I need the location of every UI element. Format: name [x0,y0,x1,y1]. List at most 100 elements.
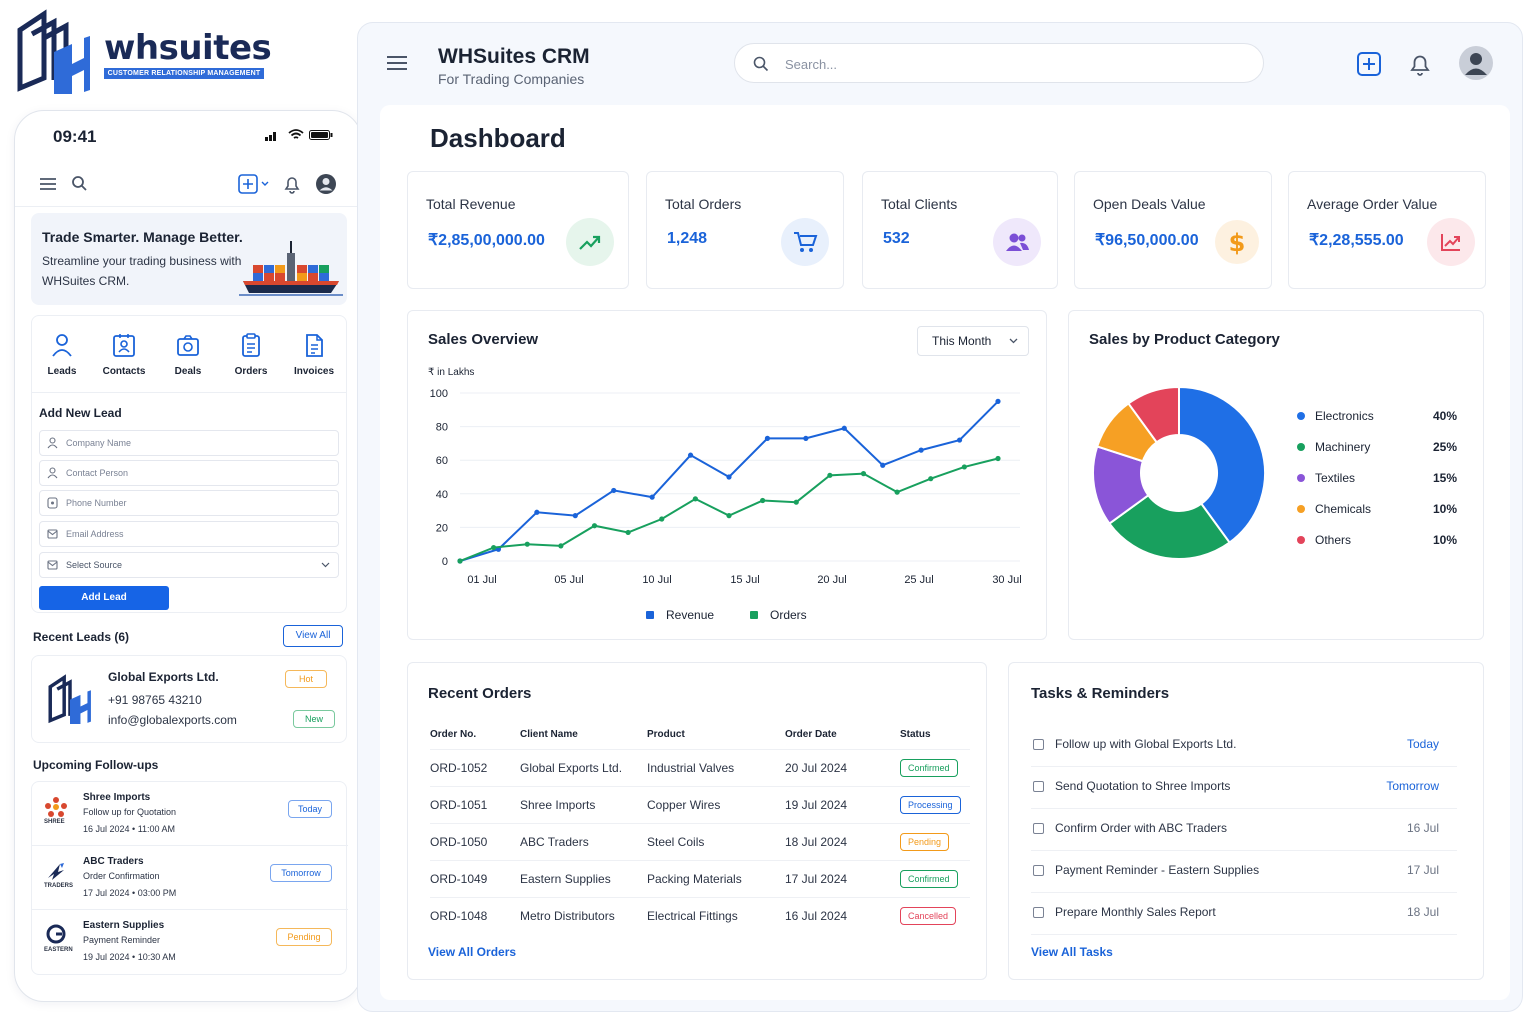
table-cell: 20 Jul 2024 [785,748,900,786]
legend-swatch [750,611,758,619]
company-name-field[interactable]: Company Name [39,430,339,456]
x-tick-label: 20 Jul [817,574,846,586]
task-text: Send Quotation to Shree Imports [1055,779,1231,793]
task-item[interactable]: Prepare Monthly Sales Report 18 Jul [1031,893,1457,935]
table-cell: ORD-1050 [430,822,520,860]
avatar[interactable] [315,173,337,195]
kpi-card-total-orders[interactable]: Total Orders 1,248 [646,171,844,289]
dollar-icon: $ [1229,229,1246,256]
search-input[interactable]: Search... [734,43,1264,83]
table-row[interactable]: ORD-1052 Global Exports Ltd. Industrial Va… [430,748,970,786]
table-row[interactable]: ORD-1051 Shree Imports Copper Wires 19 Jul … [430,785,970,823]
task-item[interactable]: Confirm Order with ABC Traders 16 Jul [1031,809,1457,851]
legend-label: Revenue [666,608,714,622]
kpi-icon-bg [781,218,829,266]
table-row[interactable]: ORD-1048 Metro Distributors Electrical Fit… [430,896,970,934]
task-checkbox[interactable] [1033,907,1044,918]
table-row[interactable]: ORD-1050 ABC Traders Steel Coils 18 Jul 202… [430,822,970,860]
email-field[interactable]: Email Address [39,521,339,547]
quick-action-orders[interactable]: Orders [221,332,281,377]
view-all-leads-button[interactable]: View All [283,625,343,647]
promo-text: Streamline your trading business with WH… [42,254,242,288]
menu-icon[interactable] [386,53,408,73]
followup-when: 16 Jul 2024 • 11:00 AM [83,824,176,834]
bell-icon[interactable] [281,173,303,195]
quick-actions-and-lead-form: Leads Contacts Deals Orders Invoices Add… [31,315,347,613]
add-icon[interactable] [1356,51,1382,77]
donut-slice-electronics [1178,385,1266,544]
avatar[interactable] [1458,45,1494,81]
kpi-card-total-clients[interactable]: Total Clients 532 [862,171,1058,289]
task-item[interactable]: Send Quotation to Shree Imports Tomorrow [1031,767,1457,809]
task-checkbox[interactable] [1033,739,1044,750]
view-all-tasks-link[interactable]: View All Tasks [1031,945,1113,959]
followup-item[interactable]: SHREE Shree Imports Follow up for Quotat… [32,782,348,846]
data-point [956,437,963,443]
task-item[interactable]: Follow up with Global Exports Ltd. Today [1031,725,1457,767]
category-donut-chart [1092,385,1266,560]
x-tick-label: 15 Jul [730,574,759,586]
y-tick-label: 20 [436,522,448,534]
data-point [995,455,1001,462]
view-all-orders-link[interactable]: View All Orders [428,945,517,959]
search-icon[interactable] [69,173,91,195]
quick-action-deals[interactable]: Deals [158,332,218,377]
lead-card[interactable]: Global Exports Ltd. +91 98765 43210 info… [31,655,347,743]
legend-item: Others 10% [1297,533,1457,549]
quick-action-leads[interactable]: Leads [32,332,92,377]
table-cell: Industrial Valves [647,748,785,786]
trend-up-icon [579,235,601,250]
kpi-card-average-order-value[interactable]: Average Order Value ₹2,28,555.00 [1288,171,1486,289]
table-row[interactable]: ORD-1049 Eastern Supplies Packing Material… [430,859,970,897]
dashboard-content: Dashboard Total Revenue ₹2,85,00,000.00 … [380,105,1510,1000]
source-select[interactable]: Select Source [39,552,339,578]
search-placeholder: Search... [785,57,838,72]
x-tick-label: 01 Jul [467,574,496,586]
task-item[interactable]: Payment Reminder - Eastern Supplies 17 Ju… [1031,851,1457,893]
legend-label: Chemicals [1315,502,1372,516]
invoice-icon [306,334,323,357]
data-point [649,494,655,500]
lead-email: info@globalexports.com [108,713,237,727]
desktop-app: WHSuites CRM For Trading Companies Searc… [357,22,1523,1012]
data-point [961,464,967,470]
kpi-card-open-deals[interactable]: Open Deals Value ₹96,50,000.00 $ [1074,171,1272,289]
quick-action-label: Orders [234,366,268,377]
followup-item[interactable]: EASTERN Eastern Supplies Payment Reminde… [32,910,348,974]
data-point [625,529,631,536]
data-point [659,516,665,522]
task-checkbox[interactable] [1033,823,1044,834]
bell-icon[interactable] [1408,51,1432,77]
followup-item[interactable]: TRADERS ABC Traders Order Confirmation 1… [32,846,348,910]
users-icon [1006,233,1029,251]
data-point [827,472,833,478]
add-menu-icon[interactable] [237,173,273,195]
brand-mark-icon [17,9,90,94]
recent-orders-panel: Recent Orders Order No. Client Name Prod… [407,662,987,980]
kpi-card-total-revenue[interactable]: Total Revenue ₹2,85,00,000.00 [407,171,629,289]
mobile-top-bar [15,163,361,207]
add-lead-button[interactable]: Add Lead [39,586,169,610]
legend-value: 25% [1432,440,1457,454]
table-cell: Processing [900,785,970,823]
phone-number-field[interactable]: Phone Number [39,490,339,516]
email-placeholder: Email Address [66,529,124,539]
period-select[interactable]: This Month [917,326,1029,356]
y-tick-label: 60 [436,455,448,467]
menu-icon[interactable] [37,173,59,195]
status-badge: Pending [276,928,332,946]
battery-icon [309,130,333,140]
quick-action-invoices[interactable]: Invoices [284,332,344,377]
logo-caption: EASTERN [44,947,73,953]
contact-person-field[interactable]: Contact Person [39,460,339,486]
page-title: Dashboard [430,123,566,153]
task-checkbox[interactable] [1033,781,1044,792]
quick-action-contacts[interactable]: Contacts [94,332,154,377]
y-tick-label: 80 [436,422,448,434]
data-point [687,452,694,458]
y-tick-label: 0 [442,556,448,568]
legend-label: Machinery [1315,440,1371,454]
task-checkbox[interactable] [1033,865,1044,876]
table-cell: 16 Jul 2024 [785,896,900,934]
contact-card-icon [113,334,135,357]
